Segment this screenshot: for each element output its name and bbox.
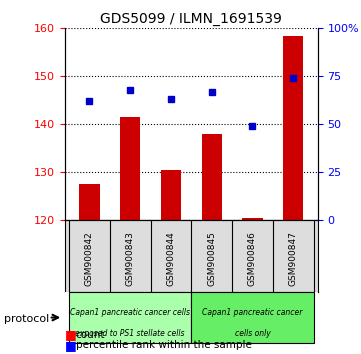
Text: GSM900842: GSM900842 [85,231,94,286]
Text: Capan1 pancreatic cancer cells: Capan1 pancreatic cancer cells [70,308,190,317]
Text: protocol: protocol [4,314,49,324]
Text: Capan1 pancreatic cancer: Capan1 pancreatic cancer [202,308,303,317]
Text: cells only: cells only [235,329,270,338]
Bar [242,218,263,220]
Text: GSM900843: GSM900843 [126,231,135,286]
FancyBboxPatch shape [69,292,191,343]
Text: count: count [76,330,105,339]
Text: GSM900845: GSM900845 [207,231,216,286]
Text: GSM900844: GSM900844 [166,231,175,286]
Bar [120,117,140,220]
Text: exposed to PS1 stellate cells: exposed to PS1 stellate cells [75,329,185,338]
Bar [161,170,181,220]
Text: percentile rank within the sample: percentile rank within the sample [76,340,252,350]
Bar [79,184,100,220]
Bar [201,134,222,220]
Text: GSM900846: GSM900846 [248,231,257,286]
FancyBboxPatch shape [191,292,314,343]
Title: GDS5099 / ILMN_1691539: GDS5099 / ILMN_1691539 [100,12,282,26]
Text: ■: ■ [65,339,77,352]
Bar [283,35,303,220]
Text: GSM900847: GSM900847 [289,231,298,286]
Text: ■: ■ [65,328,77,341]
